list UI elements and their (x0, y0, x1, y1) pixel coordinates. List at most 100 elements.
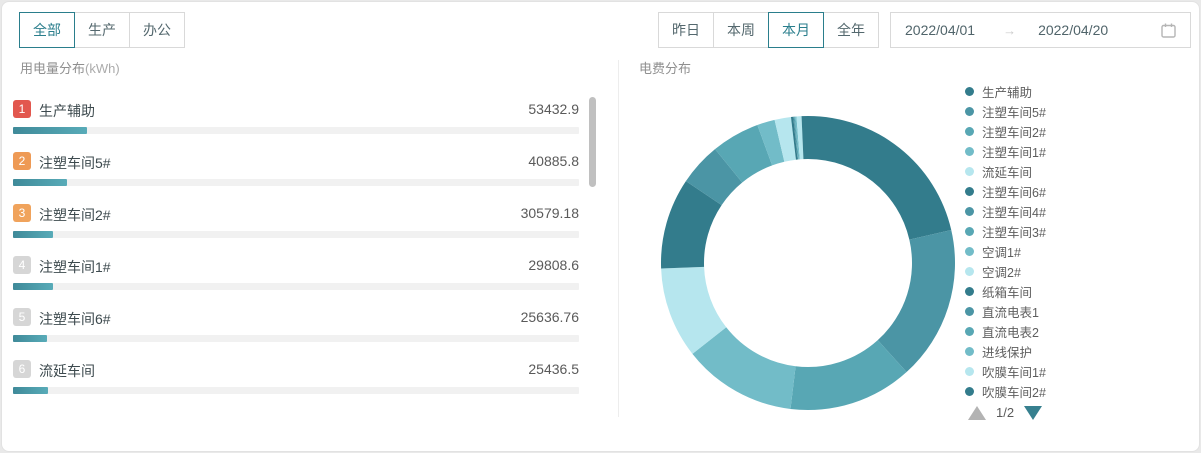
bar-track (13, 127, 579, 134)
legend-item[interactable]: 注塑车间1# (965, 141, 1046, 161)
legend-label: 进线保护 (982, 345, 1033, 360)
legend-item[interactable]: 吹膜车间2# (965, 381, 1046, 401)
date-range-picker[interactable]: 2022/04/01 → 2022/04/20 (890, 12, 1191, 48)
consumption-list-item: 3 注塑车间2# 30579.18 (13, 204, 579, 244)
tab-yesterday[interactable]: 昨日 (658, 12, 714, 48)
bar-track (13, 335, 579, 342)
donut-slice[interactable] (715, 125, 773, 183)
consumption-list-item: 5 注塑车间6# 25636.76 (13, 308, 579, 348)
donut-slice[interactable] (808, 116, 952, 240)
legend-item[interactable]: 进线保护 (965, 341, 1046, 361)
legend-item[interactable]: 空调1# (965, 241, 1046, 261)
bar-fill (13, 127, 88, 134)
tab-office[interactable]: 办公 (129, 12, 185, 48)
legend-dot-icon (965, 346, 974, 356)
rank-badge: 4 (13, 256, 31, 274)
cost-panel-title: 电费分布 (639, 58, 691, 77)
donut-slice[interactable] (692, 327, 796, 409)
donut-slice[interactable] (757, 119, 785, 166)
donut-slice[interactable] (801, 115, 808, 160)
legend-item[interactable]: 直流电表2 (965, 321, 1046, 341)
donut-slice[interactable] (877, 230, 956, 373)
donut-slice[interactable] (793, 116, 799, 160)
bar-track (13, 179, 579, 186)
legend-dot-icon (965, 186, 974, 196)
legend-item[interactable]: 注塑车间3# (965, 221, 1046, 241)
legend-item[interactable]: 吹膜车间1# (965, 361, 1046, 381)
bar-fill (13, 387, 49, 394)
legend-page-indicator: 1/2 (996, 405, 1015, 420)
item-value: 29808.6 (528, 257, 579, 273)
legend-dot-icon (965, 386, 974, 396)
donut-slice[interactable] (685, 149, 743, 206)
donut-slice[interactable] (790, 116, 798, 160)
donut-slice[interactable] (661, 266, 727, 354)
item-value: 25636.76 (520, 309, 579, 325)
bar-fill (13, 231, 53, 238)
legend-item[interactable]: 注塑车间4# (965, 201, 1046, 221)
legend-label: 注塑车间6# (982, 185, 1046, 200)
donut-slice[interactable] (796, 116, 804, 160)
legend-pagination: 1/2 (968, 405, 1043, 420)
period-tab-group: 昨日 本周 本月 全年 (658, 12, 879, 48)
donut-slice[interactable] (790, 340, 907, 410)
legend-label: 注塑车间2# (982, 125, 1046, 140)
rank-badge: 5 (13, 308, 31, 326)
tab-this-month[interactable]: 本月 (768, 12, 824, 48)
bar-track (13, 283, 579, 290)
legend-dot-icon (965, 366, 974, 376)
item-name: 生产辅助 (39, 103, 95, 119)
legend-item[interactable]: 空调2# (965, 261, 1046, 281)
tab-this-week[interactable]: 本周 (713, 12, 769, 48)
date-range-arrow-icon: → (1003, 22, 1017, 38)
cost-title-text: 电费分布 (639, 61, 692, 76)
consumption-list-item: 4 注塑车间1# 29808.6 (13, 256, 579, 296)
item-name: 注塑车间1# (39, 259, 111, 275)
rank-badge: 2 (13, 152, 31, 170)
legend-dot-icon (965, 266, 974, 276)
item-name: 注塑车间5# (39, 155, 111, 171)
tab-all[interactable]: 全部 (19, 12, 75, 48)
bar-fill (13, 179, 68, 186)
tab-production[interactable]: 生产 (74, 12, 130, 48)
donut-slice[interactable] (774, 116, 796, 162)
bar-fill (13, 283, 54, 290)
consumption-list-item: 2 注塑车间5# 40885.8 (13, 152, 579, 192)
bar-fill (13, 335, 47, 342)
legend-label: 直流电表2 (982, 325, 1039, 340)
legend-label: 生产辅助 (982, 85, 1033, 100)
legend-item[interactable]: 注塑车间6# (965, 181, 1046, 201)
list-scrollbar-thumb[interactable] (589, 97, 596, 187)
legend-dot-icon (965, 166, 974, 176)
category-tab-group: 全部 生产 办公 (19, 12, 185, 48)
calendar-icon (1161, 23, 1176, 38)
tab-this-year[interactable]: 全年 (823, 12, 879, 48)
legend-item[interactable]: 直流电表1 (965, 301, 1046, 321)
legend-label: 注塑车间4# (982, 205, 1046, 220)
bar-track (13, 231, 579, 238)
donut-slice[interactable] (794, 116, 799, 160)
bar-track (13, 387, 579, 394)
rank-badge: 3 (13, 204, 31, 222)
item-name: 注塑车间2# (39, 207, 111, 223)
legend-page-down-icon[interactable] (1024, 405, 1043, 420)
legend-label: 吹膜车间1# (982, 365, 1046, 380)
panel-divider (618, 60, 619, 417)
legend-item[interactable]: 注塑车间5# (965, 101, 1046, 121)
legend-label: 空调1# (982, 245, 1021, 260)
legend-item[interactable]: 生产辅助 (965, 81, 1046, 101)
rank-badge: 1 (13, 100, 31, 118)
donut-slice[interactable] (660, 181, 722, 269)
donut-slice[interactable] (795, 116, 800, 160)
legend-dot-icon (965, 126, 974, 136)
legend-page-up-icon[interactable] (968, 405, 986, 420)
legend-item[interactable]: 注塑车间2# (965, 121, 1046, 141)
item-value: 30579.18 (520, 205, 579, 221)
legend-item[interactable]: 纸箱车间 (965, 281, 1046, 301)
legend-item[interactable]: 流延车间 (965, 161, 1046, 181)
consumption-title-unit: (kWh) (85, 61, 120, 76)
legend-label: 直流电表1 (982, 305, 1039, 320)
consumption-list-item: 6 流延车间 25436.5 (13, 360, 579, 400)
legend-dot-icon (965, 206, 974, 216)
